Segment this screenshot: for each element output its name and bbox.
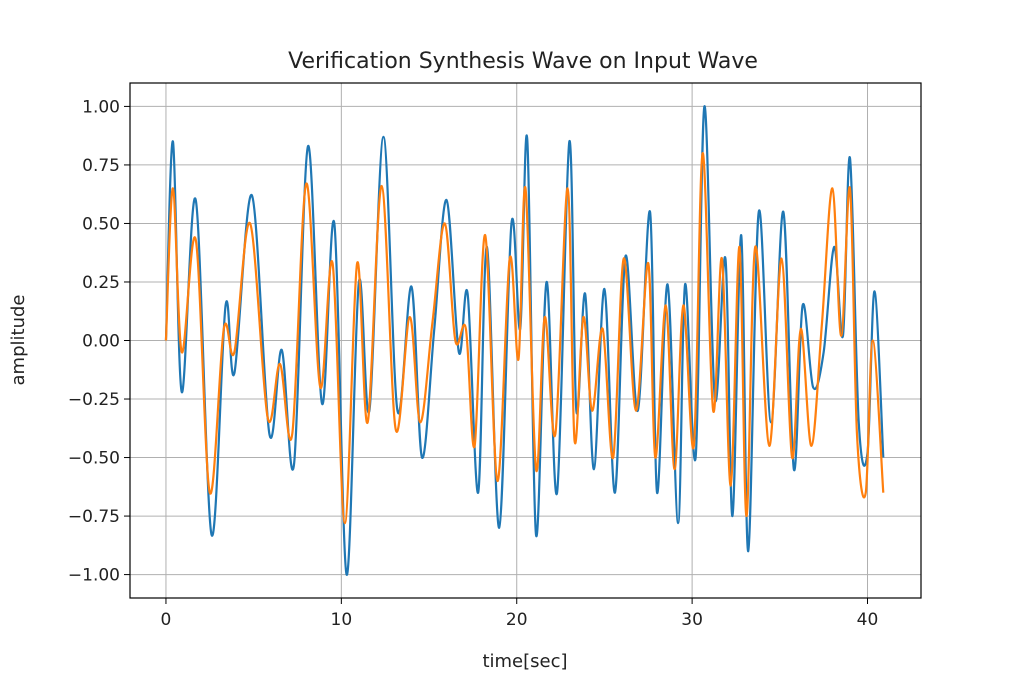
x-tick-label: 40 xyxy=(857,610,879,630)
y-axis-label: amplitude xyxy=(8,295,29,386)
y-tick-label: −0.75 xyxy=(68,507,120,527)
y-tick-label: −0.50 xyxy=(68,449,120,469)
y-tick-label: 0.25 xyxy=(82,273,120,293)
y-tick-label: 1.00 xyxy=(82,97,120,117)
series-layer xyxy=(164,105,885,576)
y-tick-label: −0.25 xyxy=(68,390,120,410)
ticks: 0 10 20 30 40 1.00 0.75 0.50 0.25 0.00 −0.25 −0.50 −… xyxy=(68,97,878,630)
y-tick-label: −1.00 xyxy=(68,566,120,586)
x-tick-label: 30 xyxy=(681,610,703,630)
y-tick-label: 0.75 xyxy=(82,156,120,176)
y-tick-label: 0.50 xyxy=(82,214,120,234)
grid xyxy=(130,83,921,598)
series-line-1 xyxy=(164,105,885,576)
x-tick-label: 0 xyxy=(161,610,172,630)
chart-title: Verification Synthesis Wave on Input Wav… xyxy=(288,49,758,74)
series-line-2 xyxy=(164,152,885,525)
y-tick-label: 0.00 xyxy=(82,332,120,352)
x-tick-label: 10 xyxy=(331,610,353,630)
x-axis-label: time[sec] xyxy=(482,651,567,672)
x-tick-label: 20 xyxy=(506,610,528,630)
